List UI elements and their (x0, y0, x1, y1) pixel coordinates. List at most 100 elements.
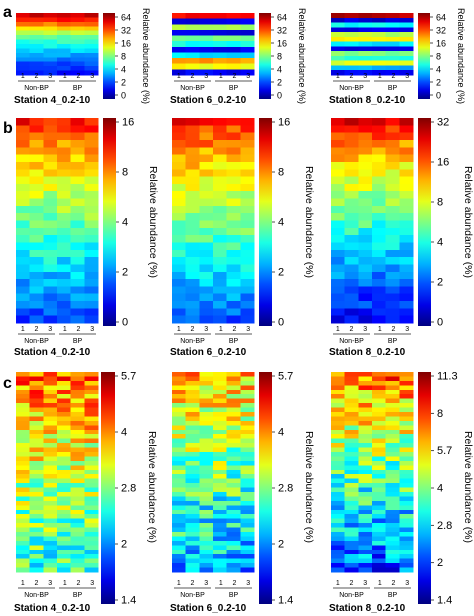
heat-cell (331, 154, 345, 163)
heat-cell (16, 26, 30, 32)
heat-cell (372, 523, 386, 528)
heat-cell (226, 549, 241, 555)
colorbar-tick-label: 2 (277, 78, 282, 88)
heat-cell (84, 549, 99, 555)
heat-cell (240, 271, 255, 280)
heat-cell (16, 380, 30, 386)
heat-cell (331, 36, 345, 42)
heat-cell (185, 183, 200, 192)
heat-cell (70, 271, 85, 280)
heat-cell (199, 443, 214, 448)
heat-cell (43, 44, 58, 49)
heat-cell (385, 132, 400, 141)
heat-cell (344, 567, 359, 573)
heat-cell (358, 213, 373, 221)
heat-cell (213, 29, 227, 36)
heat-cell (226, 293, 241, 302)
heat-cell (213, 147, 227, 155)
heat-cell (331, 118, 345, 126)
heat-cell (213, 198, 227, 207)
heat-cell (70, 205, 85, 214)
heat-cell (84, 35, 99, 40)
heat-cell (331, 227, 345, 236)
heat-cell (185, 412, 200, 417)
heat-cell (344, 27, 359, 33)
heat-cell (213, 496, 227, 502)
heat-cell (84, 380, 99, 386)
heat-cell (226, 227, 241, 236)
heat-cell (226, 474, 241, 479)
heat-cell (331, 456, 345, 462)
heat-cell (372, 549, 386, 555)
heat-cell (172, 540, 186, 546)
heat-cell (385, 416, 400, 422)
heat-cell (84, 191, 99, 199)
heat-cell (199, 372, 214, 377)
heat-cell (372, 469, 386, 475)
heat-cell (84, 403, 99, 408)
heat-cell (358, 487, 373, 493)
heat-cell (226, 242, 241, 251)
heat-cell (372, 376, 386, 382)
heat-cell (372, 496, 386, 502)
heat-cell (29, 139, 44, 148)
heat-cell (240, 523, 255, 528)
heat-cell (344, 394, 359, 399)
heat-cell (172, 220, 186, 229)
heat-cell (16, 301, 30, 309)
heat-cell (331, 372, 345, 377)
heat-cell (172, 434, 186, 439)
colorbar-tick-label: 0 (437, 317, 443, 329)
heat-cell (57, 532, 71, 537)
heat-cell (213, 474, 227, 479)
heat-cell (358, 509, 373, 515)
colorbar-tick-label: 4 (436, 65, 441, 75)
heat-cell (331, 523, 345, 528)
heat-cell (399, 125, 414, 133)
heat-cell (331, 487, 345, 493)
heat-cell (226, 118, 241, 126)
heat-cell (385, 227, 400, 236)
heat-cell (226, 271, 241, 280)
colorbar-tick-label: 2 (436, 78, 441, 88)
heat-cell (172, 518, 186, 524)
heat-cell (199, 213, 214, 221)
heat-cell (226, 420, 241, 426)
colorbar-tick-label: 1.4 (278, 595, 293, 607)
heat-cell (213, 286, 227, 295)
heat-cell (16, 394, 30, 399)
column-label: 3 (90, 73, 94, 80)
heat-cell (16, 293, 30, 302)
heat-cell (185, 509, 200, 515)
heat-cell (84, 469, 99, 475)
heat-cell (199, 385, 214, 391)
heat-cell (199, 18, 214, 25)
heat-cell (57, 257, 71, 265)
station-title: Station 6_0.2-10 (170, 603, 247, 614)
heat-cell (399, 36, 414, 42)
column-label: 2 (350, 580, 354, 587)
heat-cell (385, 536, 400, 542)
heat-cell (185, 154, 200, 163)
heat-cell (16, 198, 30, 207)
colorbar-tick-label: 4 (121, 65, 126, 75)
heat-cell (399, 376, 414, 382)
heat-cell (226, 563, 241, 568)
heat-cell (213, 242, 227, 251)
heat-cell (213, 425, 227, 431)
heat-cell (385, 308, 400, 316)
heat-cell (213, 492, 227, 497)
heat-cell (240, 545, 255, 551)
heat-cell (372, 191, 386, 199)
heat-cell (43, 279, 58, 287)
heat-cell (57, 500, 71, 506)
heat-cell (226, 514, 241, 519)
heat-cell (16, 447, 30, 453)
heat-cell (372, 505, 386, 511)
heat-cell (372, 452, 386, 457)
heat-cell (226, 505, 241, 511)
heat-cell (331, 286, 345, 295)
heat-cell (331, 315, 345, 324)
heat-cell (57, 478, 71, 484)
heat-cell (57, 66, 71, 71)
